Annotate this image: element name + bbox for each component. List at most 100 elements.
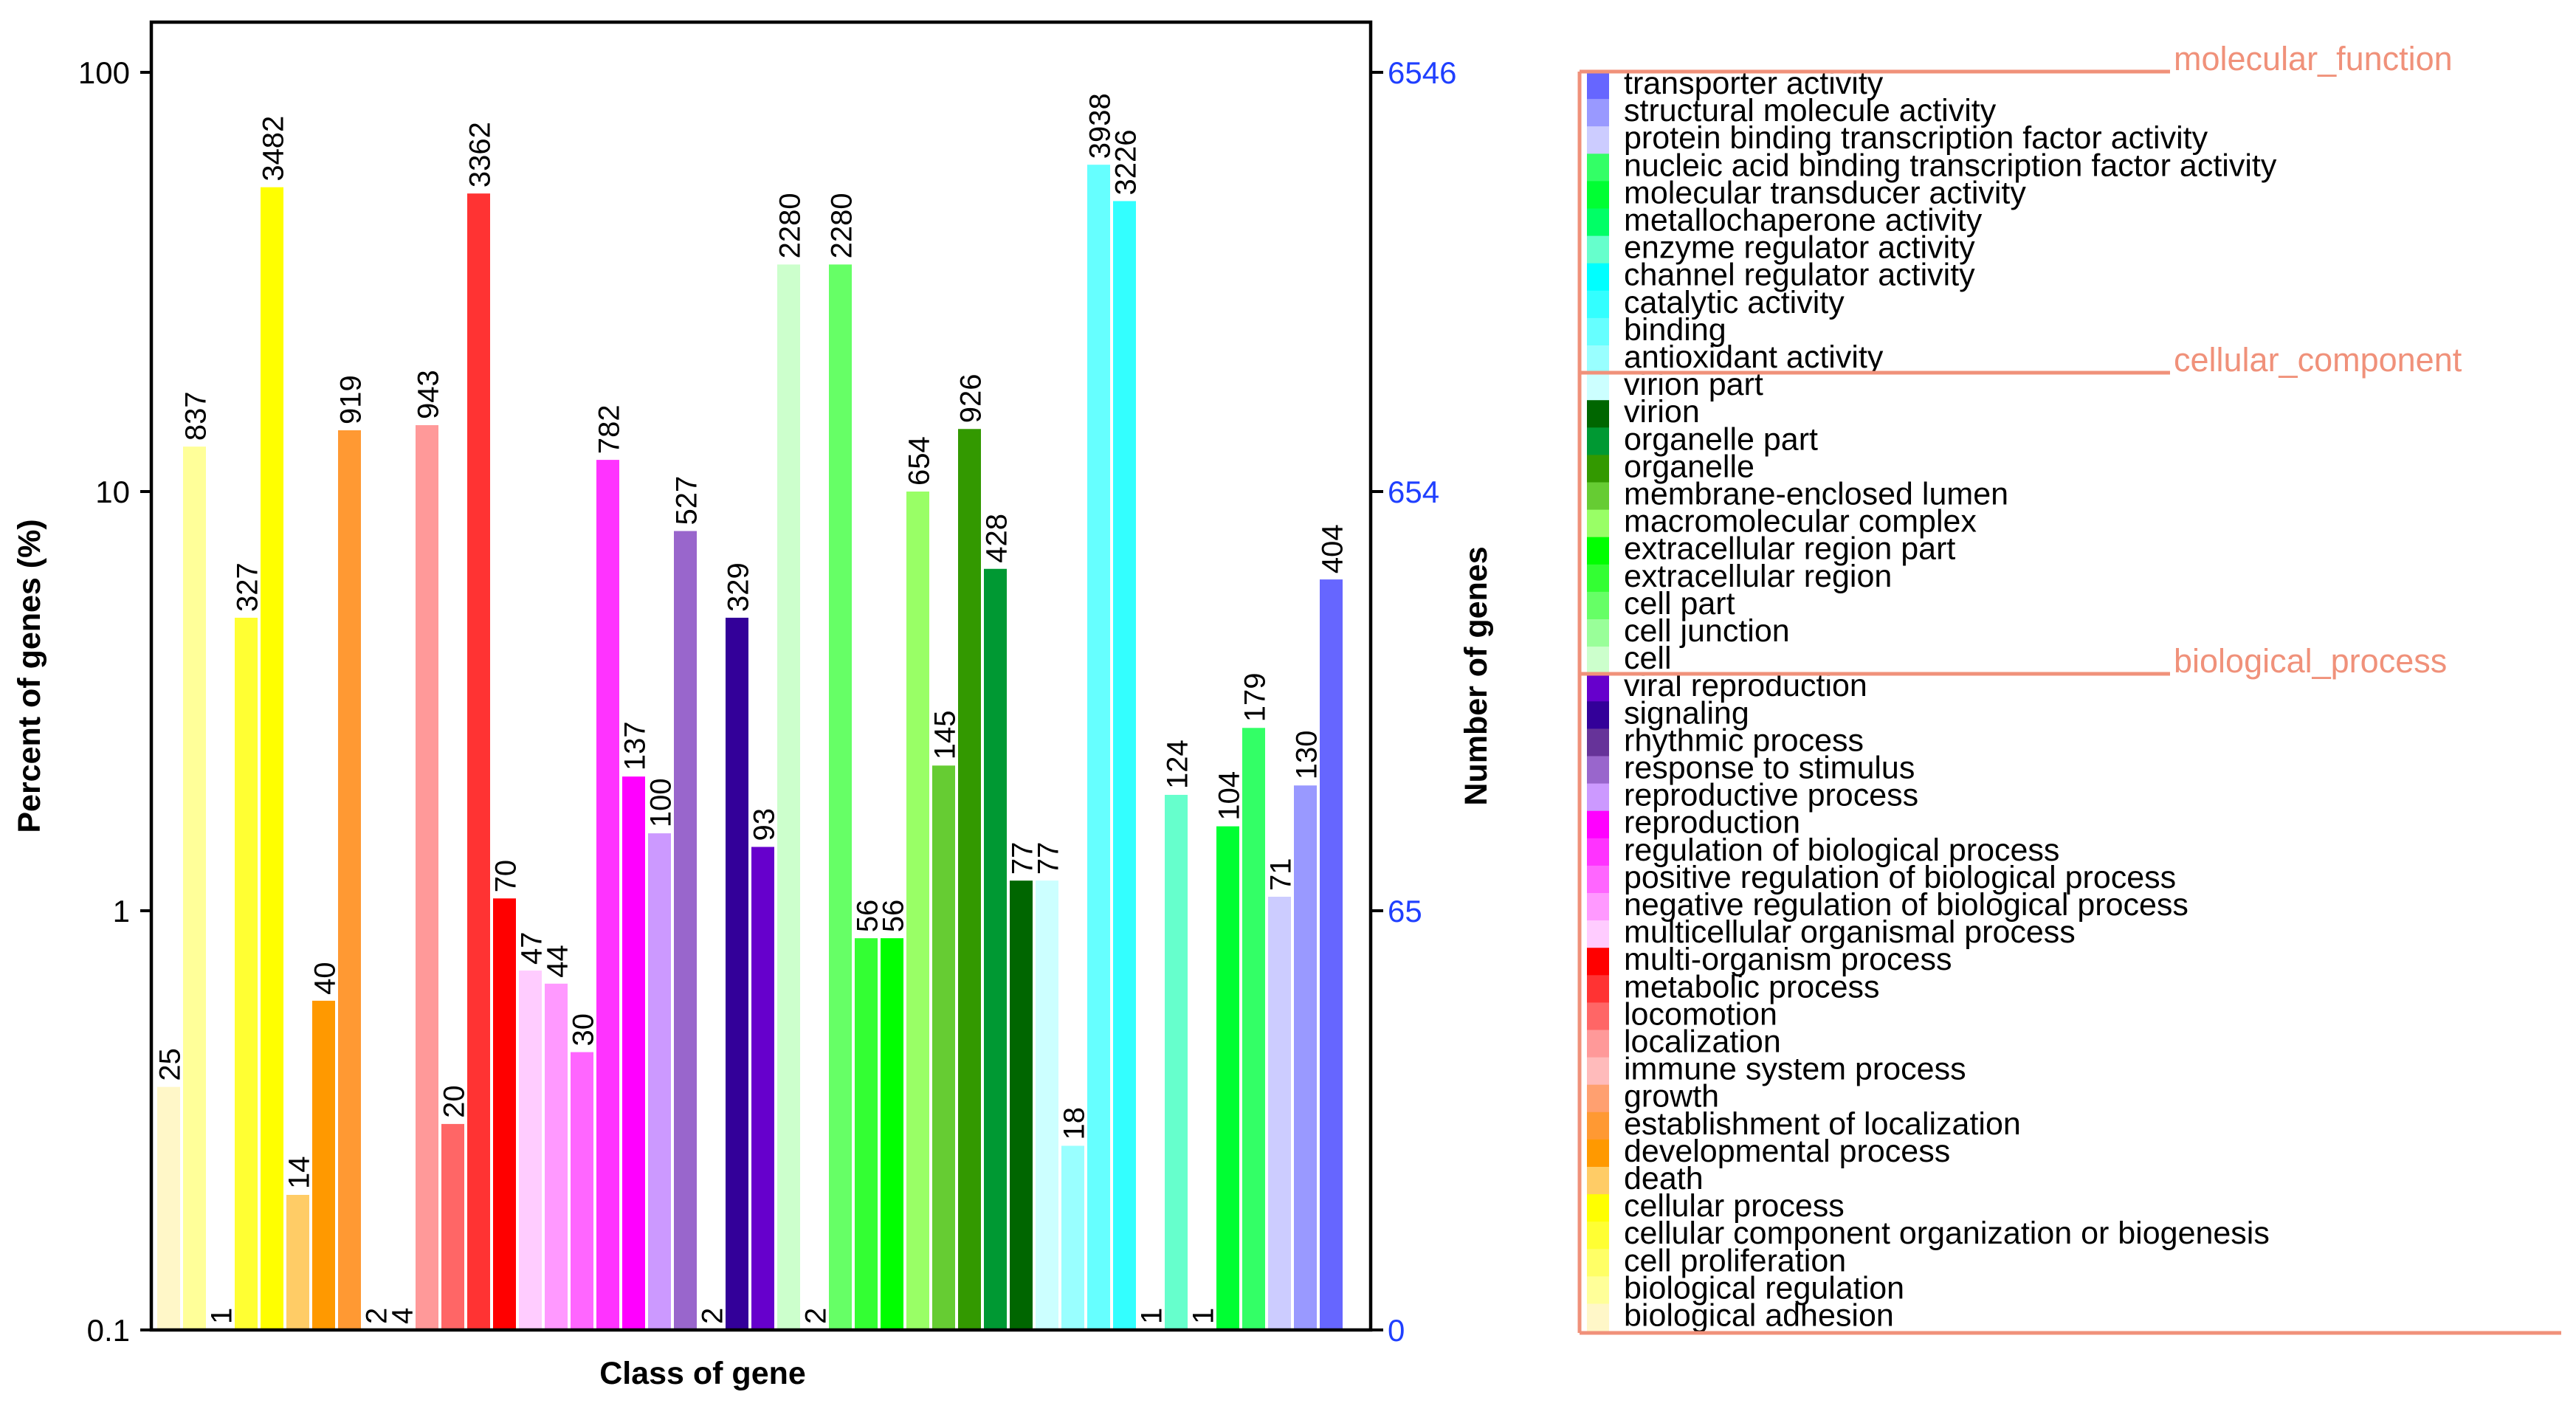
bar-label-regulation-of-biological-process: 782 — [593, 404, 626, 454]
legend-label-metabolic-process: metabolic process — [1624, 969, 1880, 1004]
legend-label-membrane-enclosed-lumen: membrane-enclosed lumen — [1624, 477, 2008, 512]
bar-label-cell-part: 2280 — [826, 193, 858, 258]
bar-label-immune-system-process: 4 — [387, 1308, 419, 1324]
bar-metabolic-process — [467, 193, 490, 1330]
legend-label-growth: growth — [1624, 1079, 1719, 1114]
bar-label-multi-organism-process: 70 — [490, 860, 523, 893]
bar-label-membrane-enclosed-lumen: 145 — [929, 711, 962, 760]
bar-reproductive-process — [648, 833, 671, 1330]
legend-swatch-nucleic-acid-binding-transcription-factor-activity — [1587, 154, 1609, 182]
legend-swatch-virion-part — [1587, 373, 1609, 401]
legend-swatch-organelle-part — [1587, 427, 1609, 455]
legend-label-localization: localization — [1624, 1024, 1781, 1060]
legend-label-positive-regulation-of-biological-process: positive regulation of biological proces… — [1624, 860, 2176, 895]
legend-label-cellular-component-organization-or-biogenesis: cellular component organization or bioge… — [1624, 1216, 2270, 1251]
legend-label-organelle-part: organelle part — [1624, 421, 1818, 457]
legend-swatch-metabolic-process — [1587, 975, 1609, 1003]
legend-label-immune-system-process: immune system process — [1624, 1052, 1966, 1087]
legend-label-protein-binding-transcription-factor-activity: protein binding transcription factor act… — [1624, 120, 2208, 156]
legend-swatch-cell-proliferation — [1587, 1249, 1609, 1277]
bar-antioxidant-activity — [1061, 1145, 1084, 1330]
legend-label-molecular-transducer-activity: molecular transducer activity — [1624, 175, 2026, 210]
legend-swatch-rhythmic-process — [1587, 728, 1609, 757]
legend-label-biological-adhesion: biological adhesion — [1624, 1298, 1894, 1334]
bar-organelle-part — [984, 568, 1007, 1330]
bar-label-antioxidant-activity: 18 — [1058, 1107, 1091, 1140]
bar-label-growth: 2 — [361, 1308, 393, 1324]
legend-swatch-extracellular-region — [1587, 564, 1609, 593]
legend-swatch-metallochaperone-activity — [1587, 208, 1609, 237]
legend-label-cellular-process: cellular process — [1624, 1188, 1845, 1224]
legend-swatch-cellular-process — [1587, 1194, 1609, 1222]
group-label-biological-process: biological_process — [2174, 642, 2447, 680]
bar-protein-binding-transcription-factor-activity — [1268, 897, 1291, 1330]
legend-swatch-organelle — [1587, 455, 1609, 483]
legend-label-reproduction: reproduction — [1624, 805, 1800, 841]
bar-regulation-of-biological-process — [596, 460, 619, 1330]
bar-label-virion: 77 — [1007, 842, 1039, 875]
legend-swatch-protein-binding-transcription-factor-activity — [1587, 126, 1609, 154]
legend-label-developmental-process: developmental process — [1624, 1134, 1950, 1169]
legend-label-nucleic-acid-binding-transcription-factor-activity: nucleic acid binding transcription facto… — [1624, 148, 2277, 183]
bar-label-viral-reproduction: 93 — [748, 808, 781, 841]
bar-label-extracellular-region-part: 56 — [878, 900, 910, 933]
legend-swatch-antioxidant-activity — [1587, 345, 1609, 373]
legend-swatch-negative-regulation-of-biological-process — [1587, 893, 1609, 921]
legend-swatch-signaling — [1587, 701, 1609, 729]
legend-label-locomotion: locomotion — [1624, 996, 1777, 1032]
legend-swatch-biological-regulation — [1587, 1276, 1609, 1305]
bar-label-metallochaperone-activity: 1 — [1188, 1308, 1220, 1324]
legend-swatch-molecular-transducer-activity — [1587, 181, 1609, 210]
bar-establishment-of-localization — [338, 430, 361, 1330]
bar-label-multicellular-organismal-process: 47 — [516, 932, 548, 965]
legend-swatch-binding — [1587, 317, 1609, 346]
bar-developmental-process — [312, 1000, 335, 1330]
legend-label-rhythmic-process: rhythmic process — [1624, 723, 1864, 758]
bar-label-positive-regulation-of-biological-process: 30 — [568, 1013, 600, 1047]
legend-swatch-growth — [1587, 1084, 1609, 1113]
bar-virion — [1010, 880, 1033, 1330]
bar-multicellular-organismal-process — [519, 971, 542, 1330]
legend-label-multicellular-organismal-process: multicellular organismal process — [1624, 914, 2076, 950]
x-axis-title: Class of gene — [599, 1356, 806, 1391]
legend-swatch-extracellular-region-part — [1587, 537, 1609, 565]
bar-label-cellular-process: 3482 — [258, 116, 290, 182]
bar-label-signaling: 329 — [723, 562, 755, 612]
legend-swatch-membrane-enclosed-lumen — [1587, 482, 1609, 511]
legend-swatch-biological-adhesion — [1587, 1303, 1609, 1332]
bar-cellular-process — [261, 187, 283, 1331]
legend-label-cell: cell — [1624, 641, 1672, 676]
bar-label-protein-binding-transcription-factor-activity: 71 — [1265, 858, 1298, 892]
legend-label-extracellular-region-part: extracellular region part — [1624, 531, 1955, 567]
bar-locomotion — [441, 1123, 464, 1330]
bar-response-to-stimulus — [674, 531, 697, 1330]
bar-virion-part — [1036, 880, 1058, 1330]
bar-molecular-transducer-activity — [1216, 826, 1239, 1330]
bar-label-response-to-stimulus: 527 — [671, 476, 703, 525]
bar-transporter-activity — [1320, 579, 1343, 1330]
bar-label-structural-molecule-activity: 130 — [1291, 731, 1323, 780]
bar-catalytic-activity — [1113, 201, 1136, 1331]
bar-label-catalytic-activity: 3226 — [1110, 129, 1143, 195]
legend-swatch-structural-molecule-activity — [1587, 99, 1609, 127]
legend-label-virion: virion — [1624, 394, 1700, 430]
bars-layer — [157, 165, 1343, 1331]
legend-swatch-cell-junction — [1587, 619, 1609, 647]
right-tick-label-1: 654 — [1388, 475, 1439, 509]
legend-label-establishment-of-localization: establishment of localization — [1624, 1106, 2021, 1142]
bar-label-cell-junction: 2 — [800, 1308, 833, 1324]
bar-biological-adhesion — [157, 1086, 180, 1330]
bar-label-nucleic-acid-binding-transcription-factor-activity: 179 — [1239, 673, 1272, 723]
bar-reproduction — [622, 776, 645, 1330]
legend-label-catalytic-activity: catalytic activity — [1624, 285, 1845, 320]
legend-swatch-locomotion — [1587, 1002, 1609, 1031]
bar-label-reproductive-process: 100 — [645, 778, 678, 827]
legend-swatch-response-to-stimulus — [1587, 756, 1609, 785]
legend-swatch-viral-reproduction — [1587, 674, 1609, 702]
bar-structural-molecule-activity — [1294, 785, 1317, 1330]
bar-label-developmental-process: 40 — [309, 962, 342, 995]
legend-label-death: death — [1624, 1161, 1704, 1196]
bar-extracellular-region-part — [881, 938, 903, 1330]
bar-multi-organism-process — [493, 898, 516, 1330]
